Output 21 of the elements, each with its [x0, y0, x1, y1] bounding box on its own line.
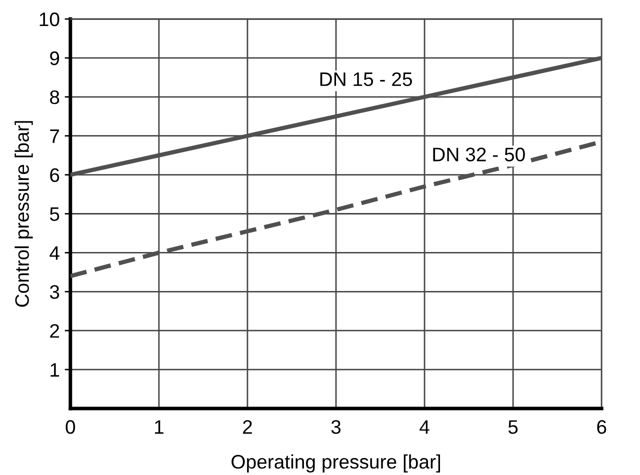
y-tick-label: 1: [50, 363, 60, 377]
y-tick-label: 10: [40, 12, 60, 26]
x-tick-label: 6: [597, 420, 606, 434]
x-tick-label: 2: [243, 420, 252, 434]
x-tick-label: 1: [155, 420, 164, 434]
y-tick-label: 7: [50, 130, 60, 143]
series-label: DN 15 - 25: [320, 72, 412, 86]
y-tick-label: 6: [50, 168, 60, 182]
y-tick-label: 8: [50, 90, 60, 104]
y-tick-label: 5: [50, 207, 60, 221]
x-tick-label: 0: [66, 420, 76, 434]
y-axis-title: Control pressure [bar]: [14, 121, 33, 307]
y-tick-label: 2: [50, 324, 60, 338]
y-tick-label: 3: [50, 285, 60, 299]
series-label: DN 32 - 50: [433, 148, 525, 162]
x-tick-label: 4: [420, 420, 430, 434]
x-tick-label: 3: [331, 420, 341, 434]
x-axis-title: Operating pressure [bar]: [232, 454, 440, 473]
y-tick-label: 4: [50, 246, 60, 260]
y-tick-label: 9: [50, 51, 60, 66]
x-tick-label: 5: [508, 420, 518, 434]
